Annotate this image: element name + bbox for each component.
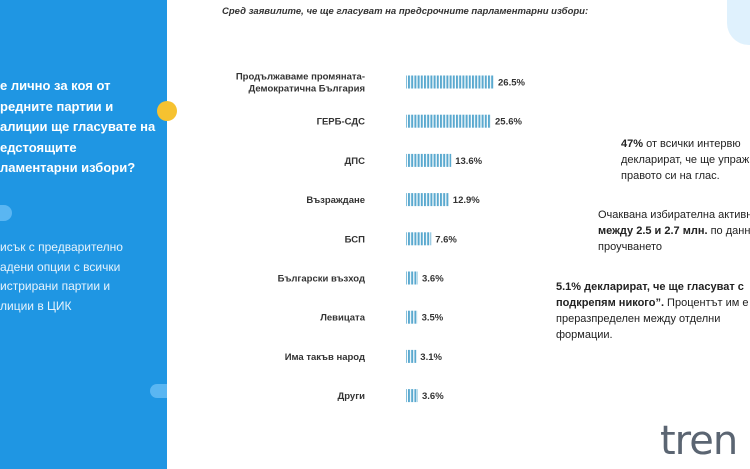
question-line: е лично за коя от (0, 78, 111, 93)
bar (406, 114, 491, 128)
survey-question: е лично за коя от редните партии и алици… (0, 76, 167, 179)
category-label: Възраждане (306, 195, 365, 206)
info-text: от всички интервю (643, 138, 741, 150)
category-label: Продължаваме промяната-Демократична Бълг… (236, 72, 365, 95)
info-text: Очаквана избирателна активн (598, 209, 750, 221)
question-line: ламентарни избори? (0, 160, 136, 175)
bar (406, 349, 417, 363)
info-turnout-declared: 47% от всички интервю декларират, че ще … (621, 136, 749, 184)
info-expected-turnout: Очаквана избирателна активн между 2.5 и … (598, 207, 750, 255)
info-text: по данни (710, 225, 750, 237)
note-line: истрирани партии и (0, 279, 111, 293)
decorative-shape (727, 0, 750, 45)
info-text: Процентът им е (664, 297, 749, 309)
bar (406, 310, 418, 324)
category-label: Други (337, 391, 365, 402)
value-label: 7.6% (435, 234, 457, 245)
left-panel: е лично за коя от редните партии и алици… (0, 0, 167, 469)
info-bold: 5.1% декларират, че ще гласуват с (556, 281, 744, 293)
value-label: 3.1% (420, 352, 442, 363)
bar-chart: Продължаваме промяната-Демократична Бълг… (236, 72, 525, 403)
bar (406, 193, 449, 207)
note-line: исък с предварително (0, 240, 123, 254)
category-label: Левицата (320, 313, 366, 324)
category-label: Има такъв народ (285, 352, 365, 363)
info-bold: 47% (621, 138, 644, 150)
question-line: едстоящите (0, 139, 77, 155)
value-label: 3.6% (422, 274, 444, 285)
info-text: правото си на глас. (621, 170, 720, 182)
decorative-pill (0, 205, 12, 221)
note-line: адени опции с всички (0, 259, 121, 274)
category-label: БСП (345, 234, 366, 245)
bar (406, 75, 494, 89)
info-bold: подкрепям никого”. (556, 297, 664, 309)
value-label: 3.5% (422, 313, 444, 324)
bar (406, 389, 418, 403)
value-label: 12.9% (453, 195, 480, 206)
question-line: алиции ще гласувате на (0, 119, 156, 134)
info-text: преразпределен между отделни (556, 313, 721, 325)
bar (406, 232, 432, 246)
brand-logo: tren (660, 418, 738, 464)
category-label: Български възход (278, 274, 365, 285)
category-label: ДПС (345, 156, 366, 167)
chart-subtitle: Сред заявилите, че ще гласуват на предср… (222, 6, 589, 17)
bar (406, 271, 418, 285)
category-label: ГЕРБ-СДС (317, 117, 366, 128)
method-note: исък с предварително адени опции с всичк… (0, 238, 167, 316)
info-text: проучването (598, 241, 662, 253)
value-label: 13.6% (455, 156, 482, 167)
info-text: формации. (556, 329, 613, 341)
value-label: 3.6% (422, 391, 444, 402)
info-none-of-the-above: 5.1% декларират, че ще гласуват с подкре… (556, 279, 748, 343)
info-text: декларират, че ще упраж (621, 154, 750, 166)
value-label: 25.6% (495, 117, 522, 128)
info-bold: между 2.5 и 2.7 млн. (598, 225, 708, 237)
decorative-dot (157, 101, 177, 121)
note-line: лиции в ЦИК (0, 298, 72, 313)
question-line: редните партии и (0, 98, 114, 114)
decorative-pill (150, 384, 167, 398)
bar (406, 153, 452, 167)
value-label: 26.5% (498, 78, 525, 89)
